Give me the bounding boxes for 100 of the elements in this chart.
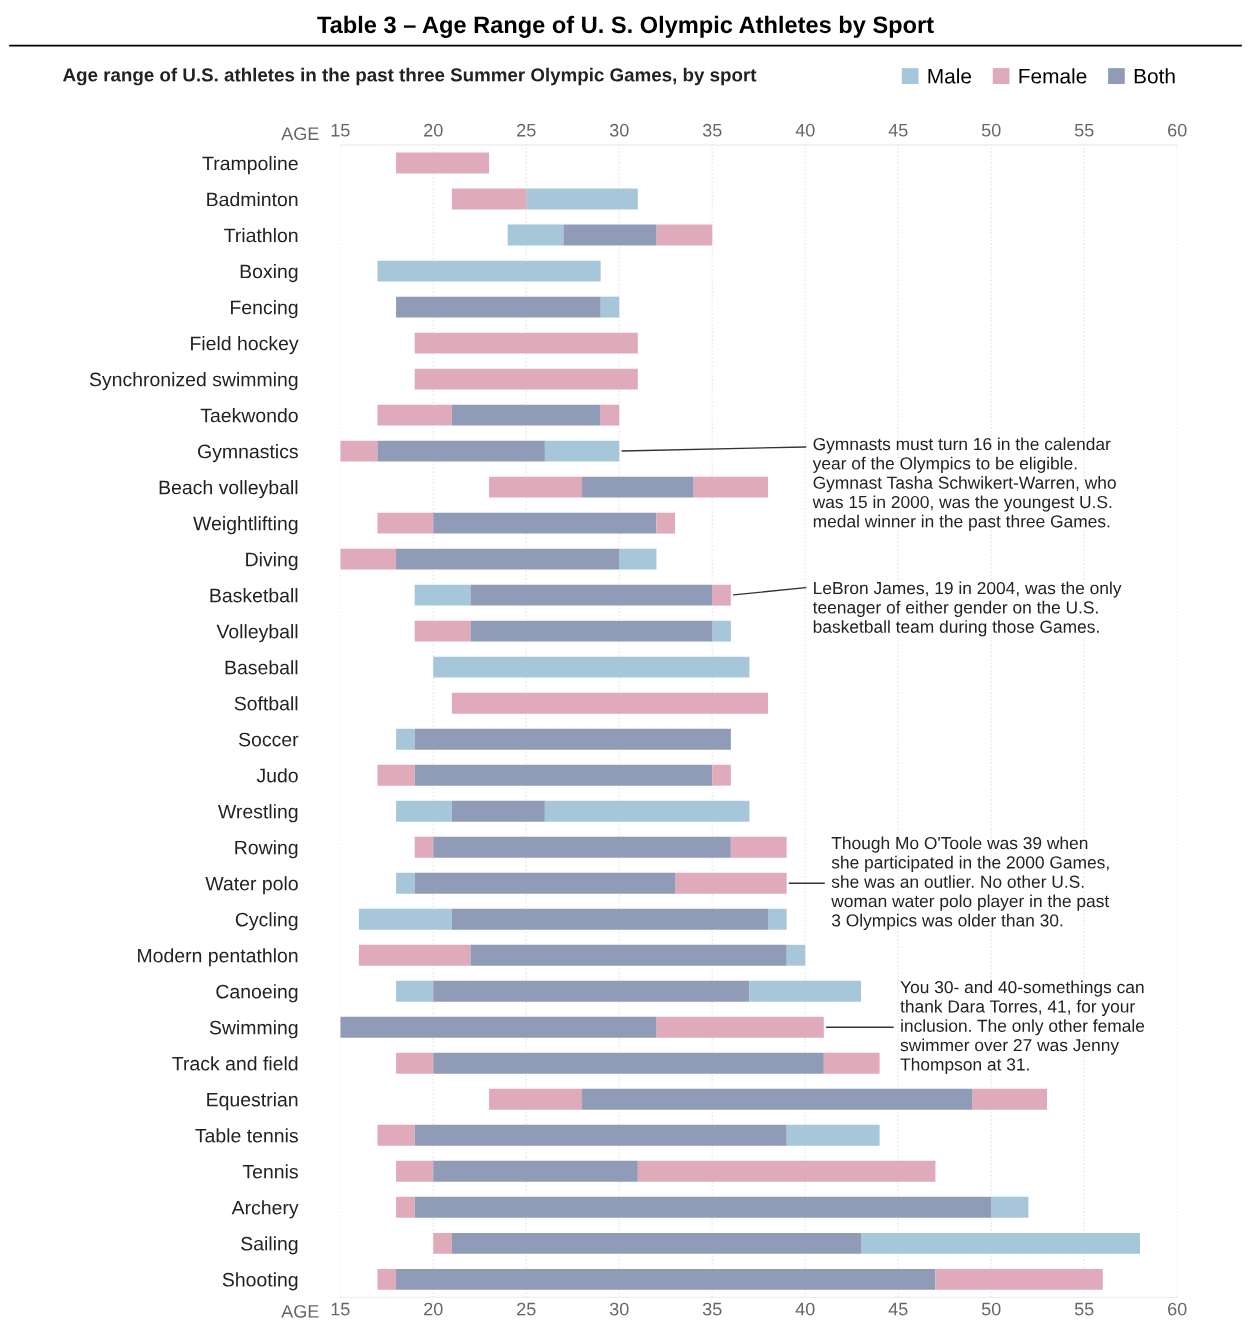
x-tick-label: 30: [609, 1302, 629, 1316]
bar: [749, 980, 862, 1002]
bar: [414, 764, 713, 786]
bar: [396, 152, 490, 174]
bar: [712, 620, 731, 642]
y-tick-label: Shooting: [222, 1272, 298, 1291]
bar: [600, 296, 620, 318]
bar: [470, 620, 713, 642]
y-tick-label: Sailing: [241, 1236, 298, 1255]
annotation: Gymnasts must turn 16 in the calendar year of the Olympics to be eligible. Gymnast Tasha Schwikert-Warren, who was 15 in 2000, was the youngest U.S. medal winner in the past three Games.: [812, 437, 1116, 531]
bar: [340, 440, 378, 462]
x2-tick-label: 20: [424, 123, 443, 137]
bar: [377, 1268, 397, 1290]
y-tick-label: Softball: [234, 696, 298, 711]
bar: [861, 1232, 1140, 1254]
chart-title: Table 3 – Age Range of U. S. Olympic Athletes by Sport: [317, 15, 934, 38]
bar: [358, 908, 452, 930]
bar: [582, 476, 694, 498]
bar: [414, 368, 638, 390]
x-tick-label: 35: [702, 1302, 722, 1316]
bar: [396, 1268, 936, 1290]
x2-tick-label: 15: [331, 124, 350, 137]
legend-label: Female: [1019, 68, 1087, 84]
y-tick-label: Trampoline: [202, 156, 298, 175]
x2-tick-label: 35: [702, 123, 722, 137]
bar: [396, 296, 601, 318]
y-tick-label: Triathlon: [224, 228, 298, 243]
x-axis-title: AGE: [281, 1304, 319, 1318]
bar: [451, 188, 527, 210]
bar: [786, 1124, 880, 1146]
bar: [972, 1088, 1047, 1110]
x-tick-label: 60: [1168, 1302, 1187, 1316]
bar: [619, 548, 657, 570]
bar: [563, 224, 657, 246]
y-tick-label: Badminton: [207, 192, 298, 207]
y-tick-label: Table tennis: [195, 1128, 298, 1143]
bar: [377, 404, 452, 426]
bar: [712, 764, 731, 786]
y-tick-label: Volleyball: [216, 624, 298, 643]
y-tick-label: Weightlifting: [193, 516, 298, 535]
x2-axis-title: AGE: [281, 127, 319, 141]
x-tick-label: 20: [424, 1302, 443, 1316]
y-tick-label: Field hockey: [191, 336, 299, 355]
bar: [396, 1160, 434, 1182]
annotation: LeBron James, 19 in 2004, was the only teenager of either gender on the U.S. basketball team during those Games.: [812, 581, 1122, 637]
bar: [414, 620, 471, 642]
bar: [396, 1196, 415, 1218]
x-tick-label: 50: [981, 1302, 1001, 1316]
y-tick-label: Diving: [246, 552, 298, 571]
y-tick-label: Soccer: [238, 732, 299, 747]
y-tick-label: Tennis: [242, 1164, 298, 1179]
bar: [396, 872, 415, 894]
x2-tick-label: 50: [981, 123, 1001, 137]
bar: [991, 1196, 1029, 1218]
y-tick-label: Fencing: [231, 300, 298, 319]
bar: [451, 800, 545, 822]
bar: [582, 1088, 973, 1110]
bar: [414, 728, 731, 750]
bar: [451, 908, 769, 930]
bar: [600, 404, 620, 426]
legend-label: Male: [928, 68, 972, 84]
bar: [433, 980, 750, 1002]
bar: [637, 1160, 936, 1182]
bar: [414, 836, 434, 858]
bar: [414, 584, 471, 606]
x-tick-label: 40: [795, 1302, 815, 1316]
y-tick-label: Baseball: [225, 660, 298, 675]
y-tick-label: Boxing: [240, 264, 298, 283]
y-tick-label: Beach volleyball: [159, 480, 298, 499]
bar: [526, 188, 638, 210]
x2-tick-label: 40: [795, 123, 815, 137]
annotation: You 30- and 40-somethings can thank Dara Torres, 41, for your inclusion. The only other female swimmer over 27 was Jenny Thompson at 31.: [900, 980, 1145, 1075]
y-tick-label: Canoeing: [216, 984, 298, 1003]
bar: [823, 1052, 880, 1074]
bar: [433, 836, 731, 858]
y-tick-label: Water polo: [205, 876, 298, 895]
x2-tick-label: 30: [609, 123, 629, 137]
y-tick-label: Modern pentathlon: [138, 948, 298, 967]
bar: [451, 692, 769, 714]
y-tick-label: Wrestling: [218, 804, 298, 823]
bar: [358, 944, 471, 966]
bar: [656, 512, 676, 534]
bar: [489, 476, 583, 498]
bar: [340, 548, 397, 570]
bar: [768, 908, 787, 930]
bar: [656, 1016, 824, 1038]
bar: [693, 476, 769, 498]
x2-tick-label: 60: [1168, 123, 1187, 137]
bar: [489, 1088, 583, 1110]
y-tick-label: Taekwondo: [200, 408, 298, 423]
x-tick-label: 25: [517, 1302, 536, 1316]
bar: [377, 764, 415, 786]
y-tick-label: Judo: [256, 768, 298, 783]
bar: [675, 872, 787, 894]
bar: [470, 584, 713, 606]
bar: [433, 512, 657, 534]
y-tick-label: Cycling: [235, 912, 298, 931]
bar: [507, 224, 564, 246]
bar: [451, 404, 601, 426]
x2-tick-label: 45: [888, 124, 908, 137]
